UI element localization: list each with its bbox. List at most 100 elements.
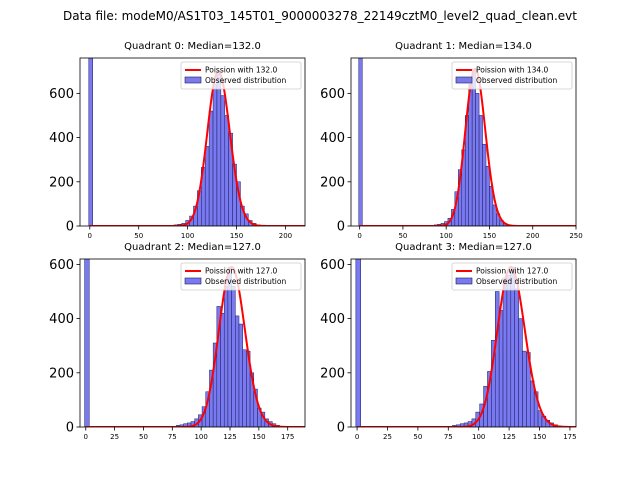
quadrant-0-legend-bar-label: Observed distribution xyxy=(205,76,286,85)
quadrant-0-xtick-label: 100 xyxy=(181,232,194,240)
quadrant-3-bar xyxy=(494,291,500,427)
quadrant-0-legend-box xyxy=(180,61,302,90)
quadrant-1-ytick-label: 200 xyxy=(320,175,345,190)
quadrant-2-panel: Quadrant 2: Median=127.0 0 200 400 600 0 25 50 7… xyxy=(49,242,306,441)
quadrant-3-bar xyxy=(502,277,508,427)
quadrant-3-panel: Quadrant 3: Median=127.0 0 200 400 600 0 25 50 7… xyxy=(320,242,576,441)
quadrant-2-xtick-label: 125 xyxy=(223,433,236,441)
quadrant-0-xtick-label: 0 xyxy=(88,232,92,240)
quadrant-0-plot-area xyxy=(88,58,305,226)
panels: Quadrant 0: Median=132.0 0 200 400 600 0 50 100… xyxy=(49,41,583,441)
quadrant-2-bar xyxy=(223,285,229,427)
quadrant-2-xtick-label: 100 xyxy=(194,433,207,441)
quadrant-2-xtick-label: 25 xyxy=(110,433,119,441)
quadrant-0-title: Quadrant 0: Median=132.0 xyxy=(124,41,261,52)
quadrant-3-plot-area xyxy=(355,259,576,427)
quadrant-1-xtick-label: 250 xyxy=(569,232,582,240)
quadrant-2-bar xyxy=(220,312,225,427)
quadrant-3-ytick-label: 0 xyxy=(337,421,345,436)
quadrant-3-bar xyxy=(514,288,519,427)
quadrant-3-xtick-label: 100 xyxy=(472,433,485,441)
quadrant-1-bar xyxy=(485,166,490,226)
quadrant-1-bar xyxy=(468,84,473,226)
quadrant-1-legend-line-label: Poission with 134.0 xyxy=(476,66,549,75)
figure-suptitle: Data file: modeM0/AS1T03_145T01_90000032… xyxy=(63,9,577,23)
quadrant-0-ytick-label: 600 xyxy=(49,87,74,102)
quadrant-3-xtick-label: 50 xyxy=(413,433,422,441)
quadrant-1-bar xyxy=(478,115,483,226)
quadrant-3-bar-zero xyxy=(355,259,361,427)
quadrant-3-bar xyxy=(498,310,504,427)
quadrant-3-ytick-label: 200 xyxy=(320,366,345,381)
quadrant-1-xtick-label: 50 xyxy=(398,232,407,240)
quadrant-1-panel: Quadrant 1: Median=134.0 0 200 400 600 0 50 100… xyxy=(320,41,583,240)
quadrant-1-ytick-label: 400 xyxy=(320,131,345,146)
quadrant-3-xtick-label: 25 xyxy=(383,433,392,441)
quadrant-2-xtick-label: 50 xyxy=(139,433,148,441)
quadrant-3-xtick-label: 75 xyxy=(444,433,453,441)
quadrant-2-bar xyxy=(242,349,247,427)
quadrant-0-ytick-label: 400 xyxy=(49,131,74,146)
quadrant-0-bar xyxy=(224,115,229,226)
quadrant-3-ytick-label: 600 xyxy=(320,258,345,273)
quadrant-1-xtick-label: 200 xyxy=(526,232,539,240)
quadrant-2-poisson-curve xyxy=(85,266,305,427)
quadrant-3-bar xyxy=(510,266,515,427)
quadrant-1-poisson-curve xyxy=(359,68,576,226)
quadrant-0-bar xyxy=(204,146,210,226)
quadrant-0-legend-line-label: Poission with 132.0 xyxy=(205,66,278,75)
quadrant-2-xtick-label: 175 xyxy=(281,433,294,441)
quadrant-2-xtick-label: 150 xyxy=(252,433,265,441)
quadrant-1-legend-bar-swatch xyxy=(455,76,473,84)
quadrant-3-title: Quadrant 3: Median=127.0 xyxy=(395,242,532,253)
quadrant-0-xtick-label: 200 xyxy=(279,232,292,240)
quadrant-3-bar xyxy=(518,318,523,427)
quadrant-2-ytick-label: 0 xyxy=(66,421,74,436)
quadrant-3-poisson-curve xyxy=(357,266,576,427)
quadrant-0-axes-frame xyxy=(79,57,306,227)
quadrant-1-xtick-label: 100 xyxy=(440,232,453,240)
quadrant-2-ytick-label: 200 xyxy=(49,366,74,381)
quadrant-2-bar-zero xyxy=(84,259,90,427)
quadrant-2-xtick-label: 0 xyxy=(84,433,88,441)
quadrant-1-axes-frame xyxy=(350,57,577,227)
quadrant-0-poisson-curve xyxy=(89,70,305,226)
quadrant-2-ytick-label: 400 xyxy=(49,312,74,327)
quadrant-0-legend-bar-swatch xyxy=(184,76,202,84)
quadrant-3-xtick-label: 175 xyxy=(563,433,576,441)
quadrant-3-xtick-label: 150 xyxy=(533,433,546,441)
quadrant-1-bar xyxy=(471,68,476,226)
quadrant-3-ytick-label: 400 xyxy=(320,312,345,327)
quadrant-0-xtick-label: 50 xyxy=(134,232,143,240)
quadrant-1-bar-zero xyxy=(358,58,363,226)
quadrant-0-ytick-label: 200 xyxy=(49,175,74,190)
quadrant-2-bar xyxy=(238,323,243,427)
quadrant-1-title: Quadrant 1: Median=134.0 xyxy=(395,41,532,52)
quadrant-3-legend-bar-swatch xyxy=(455,277,473,285)
quadrant-2-legend-box xyxy=(180,262,302,291)
quadrant-3-legend-bar-label: Observed distribution xyxy=(476,277,557,286)
quadrant-1-bar xyxy=(482,143,487,226)
quadrant-2-bar xyxy=(231,285,236,427)
quadrant-0-bar-zero xyxy=(88,58,93,226)
quadrant-2-title: Quadrant 2: Median=127.0 xyxy=(124,242,261,253)
quadrant-3-axes-frame xyxy=(350,258,577,428)
quadrant-1-legend-box xyxy=(451,61,573,90)
quadrant-3-legend-box xyxy=(451,262,573,291)
quadrant-1-ytick-label: 600 xyxy=(320,87,345,102)
quadrant-3-legend-line-label: Poission with 127.0 xyxy=(476,267,549,276)
quadrant-3-xtick-label: 125 xyxy=(502,433,515,441)
quadrant-0-bar xyxy=(216,71,222,226)
quadrant-0-bar xyxy=(212,84,218,226)
quadrant-0-xtick-label: 150 xyxy=(230,232,243,240)
quadrant-1-ytick-label: 0 xyxy=(337,220,345,235)
quadrant-0-panel: Quadrant 0: Median=132.0 0 200 400 600 0 50 100… xyxy=(49,41,306,240)
quadrant-2-legend-line-label: Poission with 127.0 xyxy=(205,267,278,276)
quadrant-1-bar xyxy=(475,93,480,226)
quadrant-0-bar xyxy=(220,95,226,226)
